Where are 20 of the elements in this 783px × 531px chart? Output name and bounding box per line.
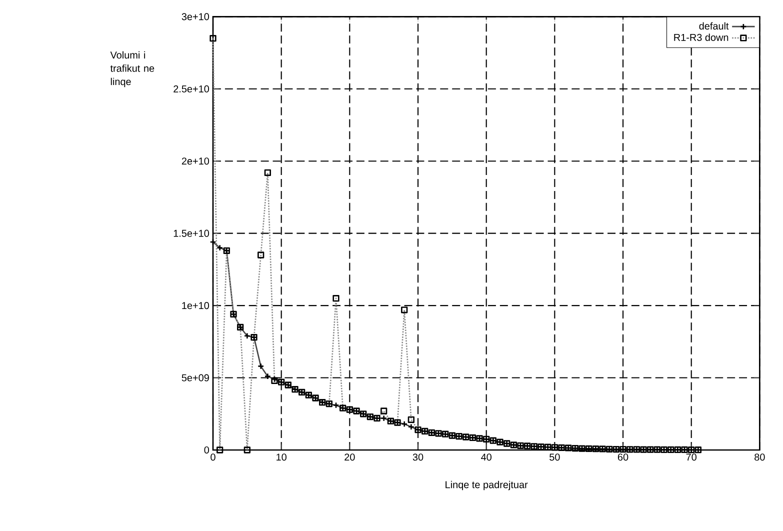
y-tick-label: 1e+10 [182, 302, 210, 310]
y-tick-label: 2e+10 [182, 158, 210, 165]
x-tick-label: 60 [618, 454, 628, 461]
legend-label: R1-R3 down [674, 34, 728, 41]
y-tick-label: 5e+09 [182, 374, 209, 382]
y-tick-label: 0 [204, 446, 210, 454]
y-tick-label: 2.5e+10 [174, 85, 210, 92]
x-tick-label: 70 [686, 454, 696, 461]
x-tick-label: 40 [481, 454, 492, 461]
x-axis-title: Linqe te padrejtuar [446, 480, 528, 490]
x-tick-label: 80 [754, 454, 765, 461]
x-tick-label: 0 [210, 454, 216, 461]
x-tick-label: 20 [344, 454, 355, 461]
x-tick-label: 50 [550, 454, 560, 461]
y-tick-label: 1.5e+10 [174, 230, 210, 237]
x-tick-label: 30 [412, 454, 424, 461]
y-tick-label: 3e+10 [182, 13, 210, 20]
y-axis-title: Volumi i trafikut ne linqe [110, 51, 154, 88]
x-tick-label: 10 [276, 454, 286, 461]
legend-label: default [699, 22, 729, 30]
